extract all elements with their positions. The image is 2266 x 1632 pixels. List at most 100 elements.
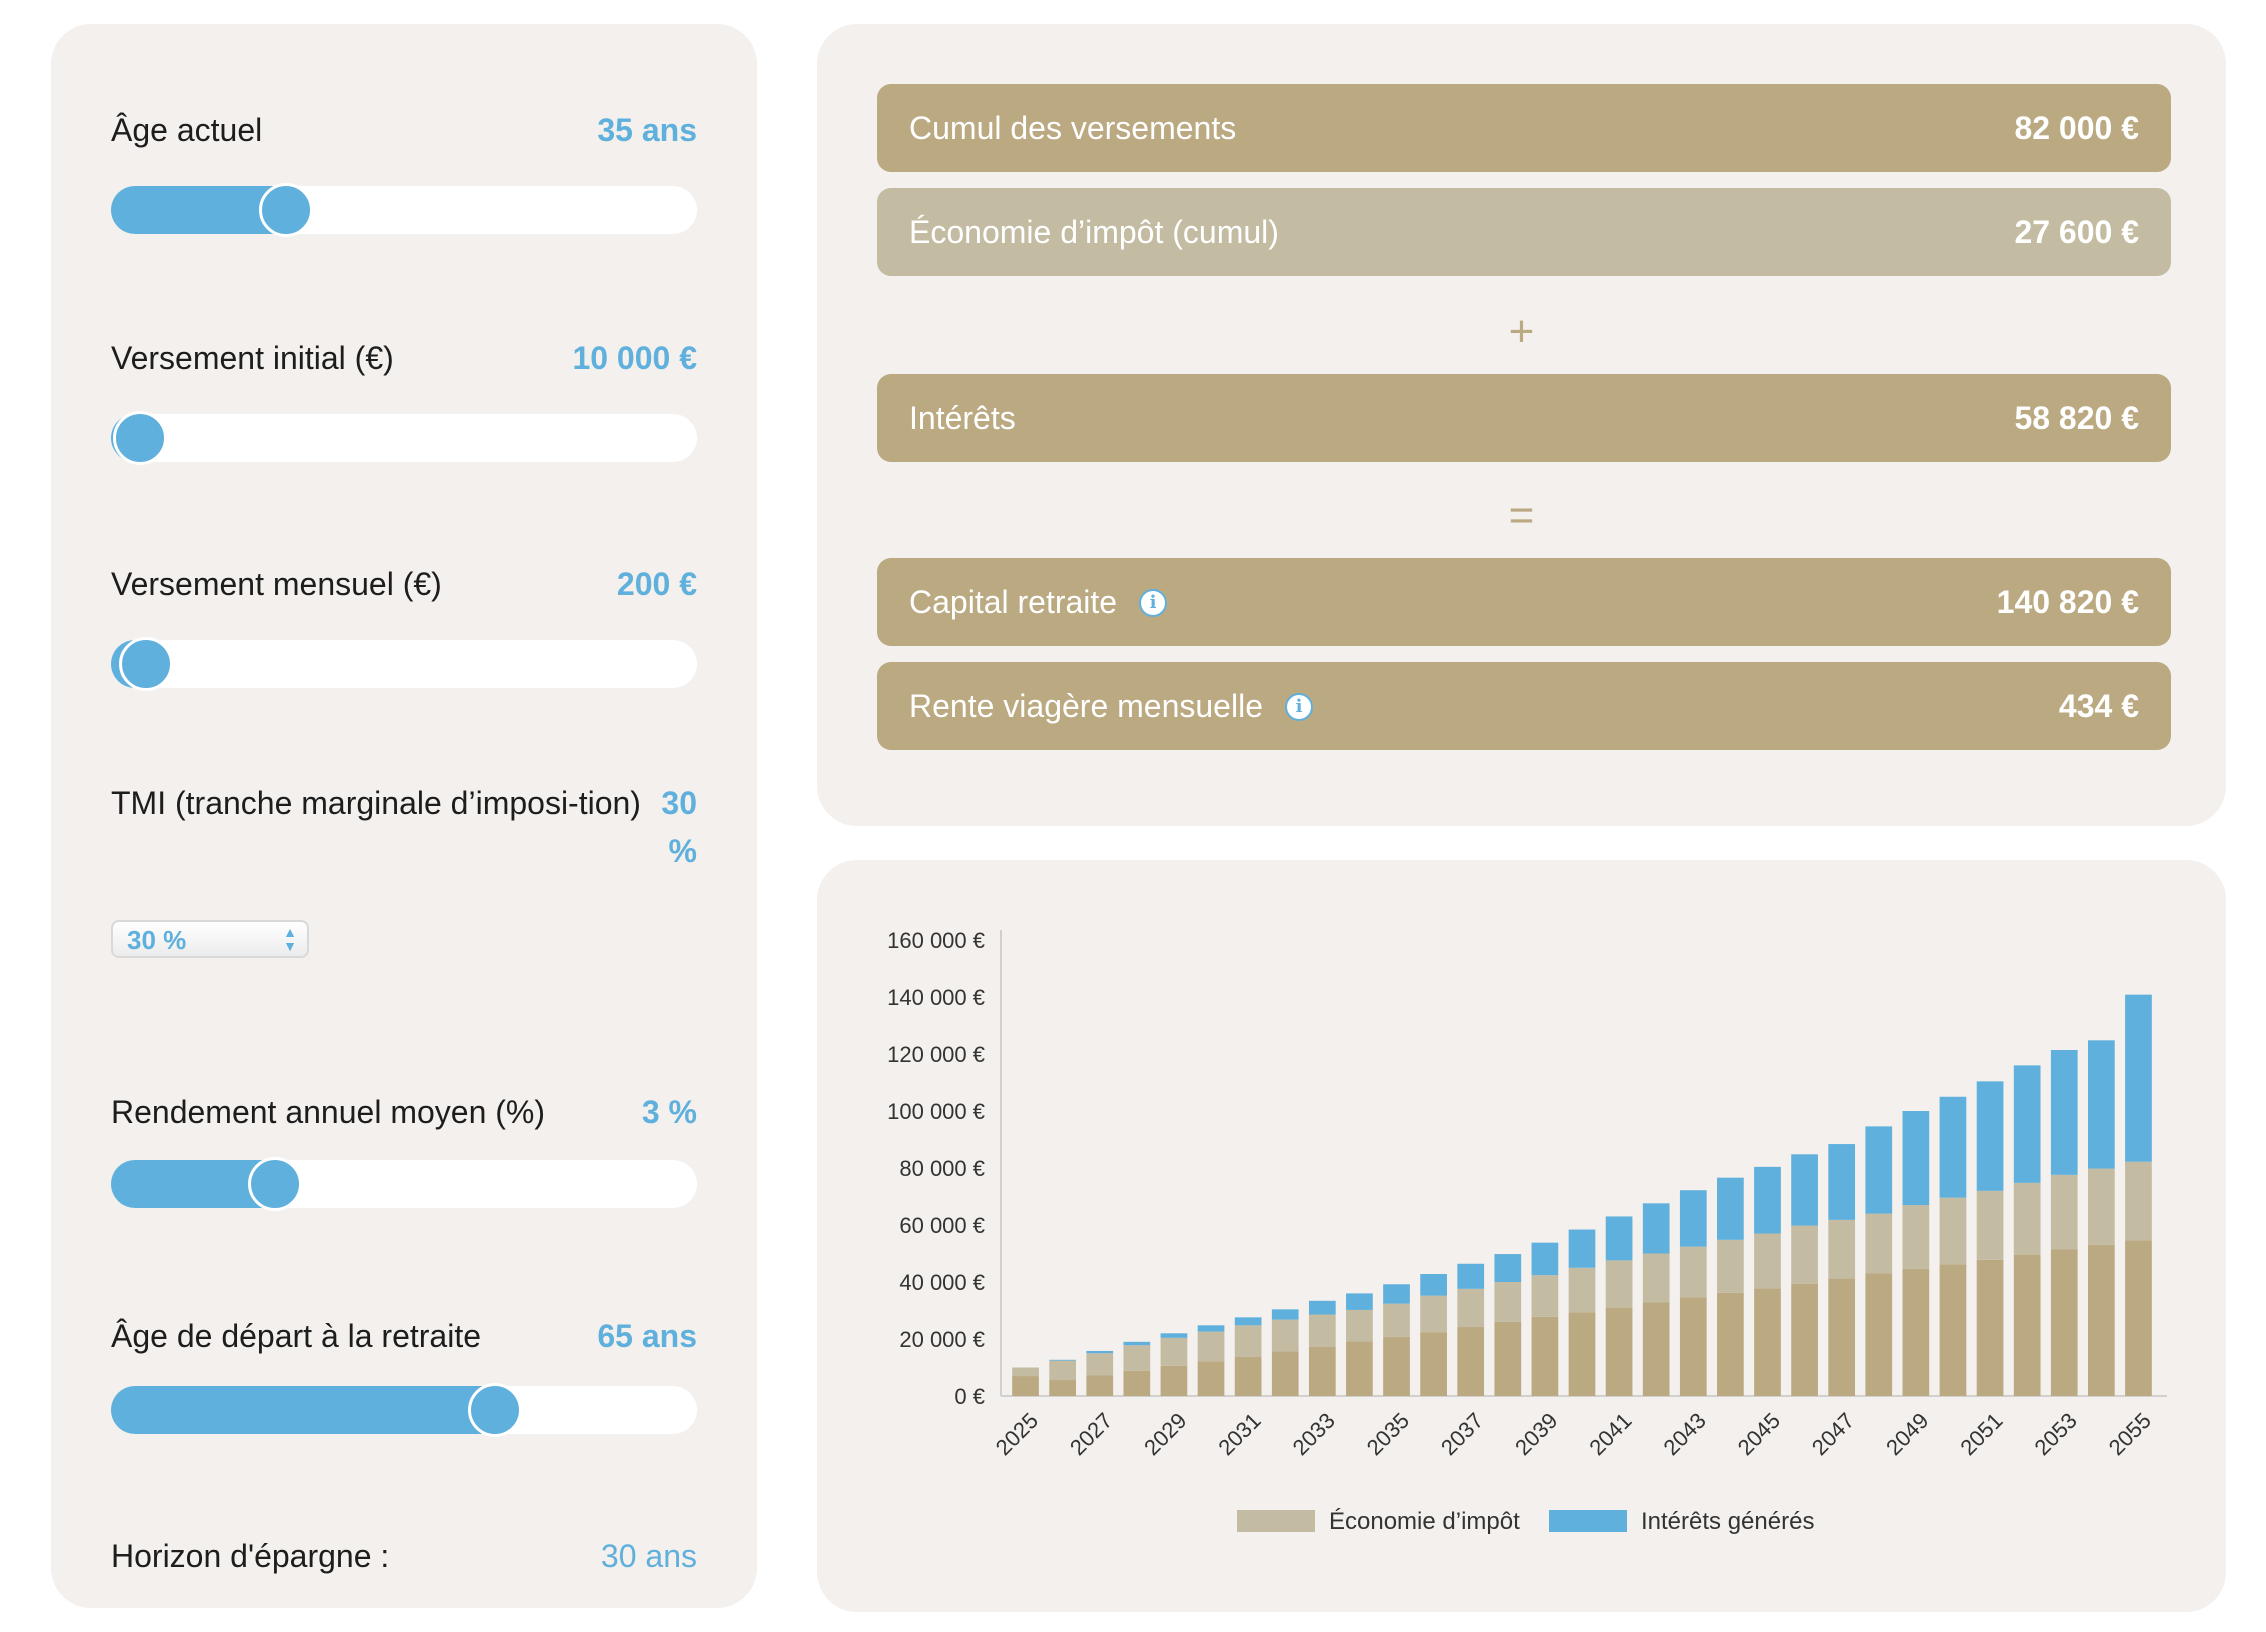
monthly-deposit-slider[interactable] <box>111 637 697 691</box>
bar-versements-2037 <box>1457 1327 1485 1396</box>
bar-interest-2050 <box>1939 1096 1967 1198</box>
bar-interest-2045 <box>1754 1166 1781 1234</box>
bar-interest-2032 <box>1271 1309 1299 1320</box>
bar-versements-2027 <box>1086 1375 1114 1396</box>
y-tick-label: 0 € <box>954 1384 985 1409</box>
initial-deposit-slider[interactable] <box>111 411 697 465</box>
plus-sign: + <box>1508 307 1535 356</box>
capital-label: Capital retraite <box>909 584 1118 620</box>
interest-row: Intérêts 58 820 € <box>877 374 2171 462</box>
bar-versements-2042 <box>1642 1302 1670 1396</box>
legend-swatch-interest <box>1549 1510 1627 1532</box>
x-tick-label: 2047 <box>1807 1408 1859 1460</box>
legend-label-tax: Économie d’impôt <box>1329 1508 1520 1535</box>
bar-interest-2042 <box>1642 1203 1670 1254</box>
x-tick-label: 2025 <box>991 1408 1043 1460</box>
bar-versements-2031 <box>1234 1356 1262 1396</box>
bar-tax-2047 <box>1828 1219 1856 1279</box>
monthly-deposit-value: 200 € <box>616 566 697 602</box>
rate-slider[interactable] <box>111 1157 697 1211</box>
x-tick-label: 2033 <box>1288 1408 1340 1460</box>
bar-interest-2055 <box>2125 994 2152 1162</box>
bar-interest-2049 <box>1902 1111 1930 1206</box>
capital-row: Capital retraite i 140 820 € <box>877 558 2171 646</box>
bar-tax-2034 <box>1346 1309 1373 1342</box>
bar-tax-2027 <box>1086 1353 1114 1376</box>
rate-label: Rendement annuel moyen (%) <box>111 1094 546 1130</box>
cumul-row: Cumul des versements 82 000 € <box>877 84 2171 172</box>
x-tick-label: 2027 <box>1065 1408 1117 1460</box>
bar-interest-2043 <box>1679 1190 1707 1247</box>
annuity-row: Rente viagère mensuelle i 434 € <box>877 662 2171 750</box>
horizon-label: Horizon d'épargne : <box>111 1538 390 1574</box>
tmi-select[interactable]: 30 % ▲ ▼ <box>111 920 309 958</box>
bar-tax-2038 <box>1494 1282 1522 1322</box>
bar-interest-2034 <box>1346 1293 1373 1310</box>
bar-tax-2032 <box>1271 1319 1299 1352</box>
monthly-deposit-label: Versement mensuel (€) <box>111 566 442 602</box>
y-tick-label: 20 000 € <box>899 1327 985 1352</box>
cumul-value: 82 000 € <box>2014 110 2139 146</box>
initial-deposit-value: 10 000 € <box>572 340 697 376</box>
bar-interest-2053 <box>2050 1050 2078 1175</box>
x-tick-label: 2043 <box>1659 1408 1711 1460</box>
x-tick-label: 2053 <box>2030 1408 2082 1460</box>
x-tick-label: 2045 <box>1733 1408 1785 1460</box>
bar-interest-2047 <box>1828 1144 1856 1220</box>
x-tick-label: 2041 <box>1584 1408 1636 1460</box>
annuity-value: 434 € <box>2058 688 2139 724</box>
x-tick-label: 2031 <box>1213 1408 1265 1460</box>
bar-tax-2033 <box>1308 1314 1336 1347</box>
bar-interest-2041 <box>1605 1216 1633 1261</box>
bar-versements-2046 <box>1791 1283 1818 1396</box>
age-slider-handle[interactable] <box>258 183 313 237</box>
bar-versements-2029 <box>1160 1365 1188 1396</box>
x-tick-label: 2037 <box>1436 1408 1488 1460</box>
retirement-age-slider[interactable] <box>111 1383 697 1437</box>
y-tick-label: 160 000 € <box>887 928 985 953</box>
bar-interest-2039 <box>1531 1242 1559 1276</box>
bar-versements-2025 <box>1012 1376 1039 1396</box>
stacked-bar-chart: 0 € 20 000 € 40 000 € 60 000 € 80 000 € 100 0… <box>887 928 2167 1535</box>
bar-interest-2052 <box>2013 1065 2041 1183</box>
initial-deposit-slider-handle[interactable] <box>113 411 168 465</box>
rate-slider-handle[interactable] <box>247 1157 302 1211</box>
bar-interest-2029 <box>1160 1333 1188 1338</box>
bar-versements-2048 <box>1865 1273 1893 1396</box>
bar-versements-2026 <box>1049 1380 1076 1396</box>
bar-tax-2025 <box>1012 1367 1039 1377</box>
bar-interest-2037 <box>1457 1263 1485 1289</box>
bar-tax-2029 <box>1160 1337 1188 1366</box>
retirement-age-slider-handle[interactable] <box>468 1383 523 1437</box>
age-slider[interactable] <box>111 183 697 237</box>
bar-versements-2055 <box>2125 1240 2152 1396</box>
bar-versements-2045 <box>1754 1288 1781 1396</box>
x-tick-label: 2049 <box>1881 1408 1933 1460</box>
bar-tax-2055 <box>2125 1161 2152 1241</box>
bar-tax-2039 <box>1531 1275 1559 1317</box>
annuity-label-wrap: Rente viagère mensuelle i <box>909 662 1313 750</box>
capital-value: 140 820 € <box>1996 584 2139 620</box>
y-tick-label: 80 000 € <box>899 1156 985 1181</box>
bar-versements-2051 <box>1976 1259 2004 1396</box>
info-icon[interactable]: i <box>1139 588 1168 617</box>
bar-versements-2047 <box>1828 1278 1856 1396</box>
monthly-deposit-slider-handle[interactable] <box>118 637 173 691</box>
bar-tax-2026 <box>1049 1360 1076 1381</box>
bar-tax-2040 <box>1568 1267 1596 1313</box>
y-tick-label: 140 000 € <box>887 985 985 1010</box>
y-tick-label: 40 000 € <box>899 1270 985 1295</box>
bar-versements-2040 <box>1568 1312 1596 1396</box>
y-tick-label: 120 000 € <box>887 1042 985 1067</box>
tmi-select-value: 30 % <box>127 925 187 955</box>
x-tick-label: 2035 <box>1362 1408 1414 1460</box>
bar-versements-2044 <box>1717 1292 1744 1396</box>
age-value: 35 ans <box>597 112 697 148</box>
bar-interest-2036 <box>1420 1274 1447 1296</box>
bar-tax-2053 <box>2050 1174 2078 1250</box>
info-icon[interactable]: i <box>1284 692 1313 721</box>
interest-label: Intérêts <box>909 400 1016 436</box>
bar-interest-2033 <box>1308 1300 1336 1315</box>
bar-tax-2041 <box>1605 1260 1633 1308</box>
bar-versements-2036 <box>1420 1332 1447 1396</box>
